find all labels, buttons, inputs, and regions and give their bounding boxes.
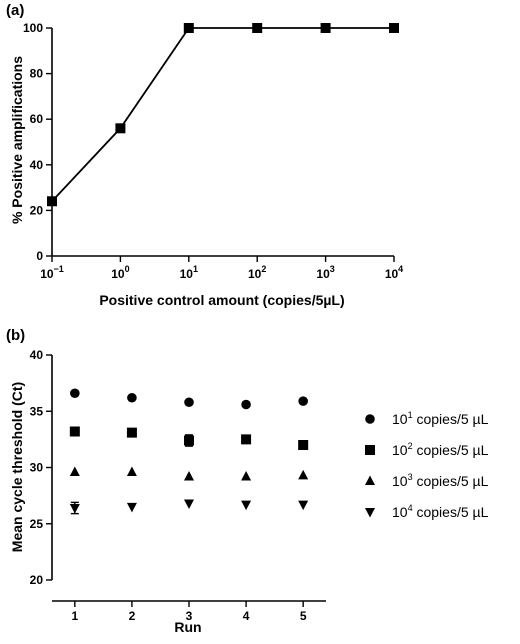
panel-b-point <box>70 388 80 399</box>
panel-b-x-tick-label: 5 <box>300 609 307 623</box>
panel-b-point <box>127 392 137 403</box>
panel-b-letter: (b) <box>6 327 25 344</box>
panel-a-point <box>252 23 263 33</box>
panel-b-x-ticks: 1 2 3 4 5 <box>71 601 307 623</box>
panel-b-points <box>69 388 309 515</box>
panel-b-point <box>184 397 194 408</box>
panel-b-point <box>126 427 137 438</box>
panel-b-legend-label: 102 copies/5 µL <box>392 441 489 458</box>
panel-a-points <box>47 23 399 207</box>
panel-b-legend-marker <box>365 445 375 455</box>
panel-a-point <box>183 23 194 33</box>
panel-a-y-tick-label: 60 <box>30 112 44 126</box>
panel-a-x-tick-label: 102 <box>248 264 266 281</box>
panel-a-point <box>389 23 399 33</box>
panel-a-x-ticks: 10−1 100 101 102 103 104 <box>40 256 403 281</box>
panel-b-y-tick-label: 40 <box>30 348 44 362</box>
panel-b-point <box>184 499 194 509</box>
panel-a-x-axis-label: Positive control amount (copies/5µL) <box>99 292 344 308</box>
panel-b-point <box>126 502 137 513</box>
panel-b-point <box>126 466 137 476</box>
panel-a-y-tick-label: 20 <box>30 203 44 217</box>
panel-a-point <box>320 23 331 33</box>
panel-a-x-tick-label: 100 <box>111 264 129 281</box>
panel-b-point <box>241 471 252 481</box>
panel-b-legend-label: 101 copies/5 µL <box>392 410 489 427</box>
panel-a-series-line <box>51 27 394 202</box>
panel-b-x-tick-label: 3 <box>186 609 193 623</box>
panel-b-y-tick-label: 35 <box>30 404 44 418</box>
panel-b-point <box>298 440 309 450</box>
panel-b-point <box>298 500 309 511</box>
panel-b-y-tick-label: 25 <box>30 517 44 531</box>
panel-b-y-tick-label: 20 <box>30 573 44 587</box>
panel-a-y-tick-label: 80 <box>30 67 44 81</box>
panel-b-point <box>184 471 194 481</box>
panel-a-point <box>115 123 126 134</box>
panel-b-y-ticks: 20 25 30 35 40 <box>30 348 52 587</box>
panel-a-y-axis-label: % Positive amplifications <box>9 56 25 224</box>
panel-a-y-tick-label: 40 <box>30 158 44 172</box>
panel-b-x-tick-label: 2 <box>129 609 136 623</box>
panel-a-y-tick-label: 0 <box>36 249 43 263</box>
panel-a-letter: (a) <box>6 2 24 19</box>
panel-a-line <box>51 27 394 202</box>
panel-b-scatter-chart: (b) Mean cycle threshold (Ct) Run 202530… <box>6 327 489 635</box>
panel-b-point <box>69 504 80 514</box>
panel-b-legend: 101 copies/5 µL 102 copies/5 µL 103 copies… <box>365 410 489 520</box>
panel-b-legend-marker <box>365 475 375 485</box>
panel-b-point <box>241 434 252 445</box>
panel-a-line-chart: (a) % Positive amplifications Positive c… <box>6 2 403 308</box>
panel-b-point <box>184 435 194 446</box>
panel-b-point <box>298 396 308 406</box>
panel-a-y-ticks: 0 20 40 60 80 100 <box>23 21 52 263</box>
panel-a-x-tick-label: 101 <box>180 264 198 281</box>
panel-a-point <box>47 196 57 207</box>
panel-b-point <box>69 426 80 437</box>
panel-b-x-tick-label: 1 <box>71 609 78 623</box>
panel-b-y-axis-label: Mean cycle threshold (Ct) <box>9 382 25 552</box>
panel-b-point <box>298 469 309 480</box>
panel-b-x-axis-label: Run <box>174 619 201 635</box>
panel-b-point <box>69 466 80 476</box>
panel-b-x-tick-label: 4 <box>243 609 250 623</box>
panel-b-point <box>241 399 251 410</box>
panel-b-legend-marker <box>365 414 375 424</box>
panel-b-point <box>241 500 252 511</box>
panel-b-legend-label: 104 copies/5 µL <box>392 503 489 520</box>
panel-a-x-tick-label: 104 <box>385 264 403 281</box>
panel-a-y-tick-label: 100 <box>23 21 43 35</box>
panel-b-legend-marker <box>365 508 375 518</box>
panel-a-x-tick-label: 103 <box>316 264 334 281</box>
panel-a-x-tick-label: 10−1 <box>40 264 64 281</box>
panel-b-legend-label: 103 copies/5 µL <box>392 472 489 489</box>
panel-b-y-tick-label: 30 <box>30 461 44 475</box>
